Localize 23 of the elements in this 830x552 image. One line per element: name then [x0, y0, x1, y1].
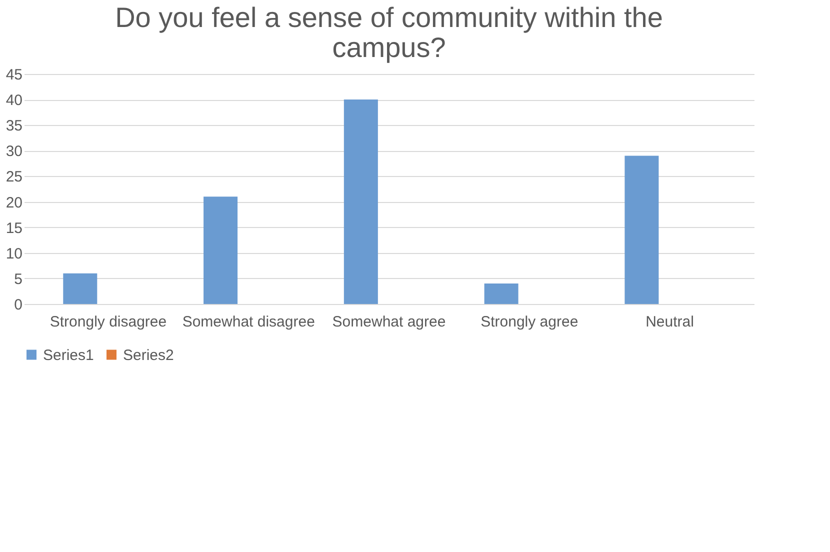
y-tick-label: 5	[14, 270, 22, 288]
y-tick-label: 30	[6, 143, 22, 160]
y-tick-label: 0	[14, 296, 22, 314]
y-tick-label: 15	[6, 220, 22, 237]
y-tick-label: 45	[6, 66, 22, 84]
bar	[63, 273, 98, 304]
bar	[344, 100, 378, 304]
y-tick-label: 35	[6, 118, 22, 135]
bar	[204, 196, 238, 304]
x-tick-label: Somewhat agree	[332, 314, 446, 330]
chart-title: Do you feel a sense of community within the campus?	[115, 2, 663, 63]
legend-label: Series1	[43, 346, 94, 364]
x-tick-label: Strongly agree	[480, 314, 578, 330]
y-tick-label: 10	[6, 245, 22, 262]
bar	[624, 156, 659, 304]
y-tick-label: 25	[6, 168, 22, 186]
x-tick-label: Neutral	[646, 314, 694, 330]
y-tick-label: 20	[6, 194, 22, 212]
x-tick-label: Strongly disagree	[50, 314, 167, 330]
bar	[484, 284, 518, 304]
y-tick-label: 40	[6, 92, 22, 110]
x-tick-label: Somewhat disagree	[182, 314, 315, 330]
legend-label: Series2	[123, 346, 174, 364]
